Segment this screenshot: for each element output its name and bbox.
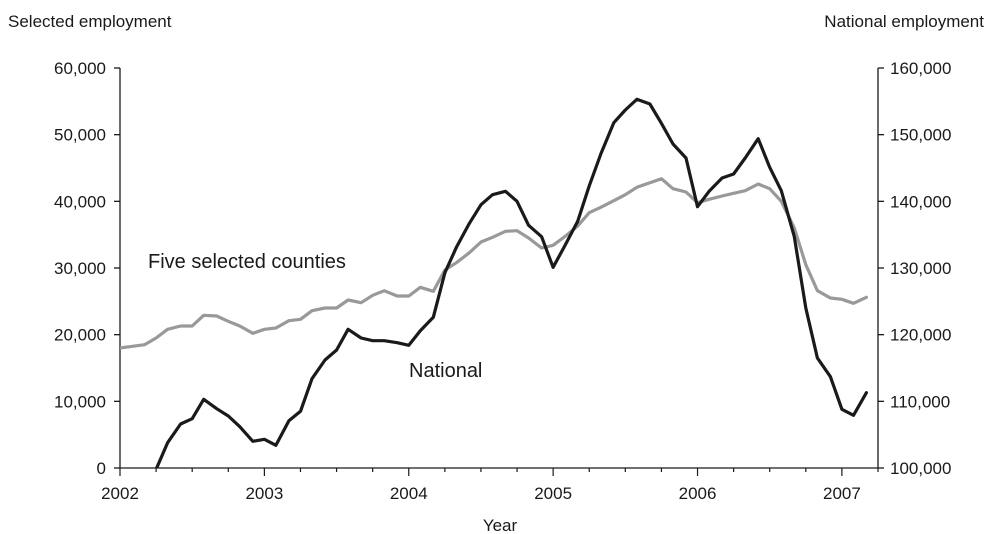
left-tick-label: 20,000 (54, 326, 106, 345)
national-series-line (154, 97, 869, 468)
series-layer (120, 97, 869, 468)
x-tick-label: 2003 (245, 484, 283, 503)
right-tick-label: 120,000 (890, 326, 951, 345)
left-tick-label: 10,000 (54, 392, 106, 411)
left-tick-label: 60,000 (54, 59, 106, 78)
right-tick-label: 100,000 (890, 459, 951, 478)
left-tick-label: 0 (97, 459, 106, 478)
x-axis-ticks: 2002 2003 2004 2005 2006 2007 (101, 468, 879, 503)
left-axis-title: Selected employment (8, 12, 172, 31)
x-tick-label: 2004 (390, 484, 428, 503)
right-axis-title: National employment (824, 12, 984, 31)
left-axis-ticks: 0 10,000 20,000 30,000 40,000 50,000 60,000 (54, 59, 120, 478)
right-tick-label: 140,000 (890, 192, 951, 211)
x-tick-label: 2006 (679, 484, 717, 503)
left-tick-label: 50,000 (54, 126, 106, 145)
right-tick-label: 160,000 (890, 59, 951, 78)
x-tick-label: 2005 (534, 484, 572, 503)
five-counties-series-line (120, 177, 869, 350)
x-tick-label: 2002 (101, 484, 139, 503)
left-tick-label: 40,000 (54, 192, 106, 211)
series-label-national: National (409, 360, 482, 382)
left-tick-label: 30,000 (54, 259, 106, 278)
right-tick-label: 110,000 (890, 392, 950, 411)
right-tick-label: 130,000 (890, 259, 951, 278)
right-tick-label: 150,000 (890, 126, 951, 145)
x-tick-label: 2007 (823, 484, 861, 503)
x-axis-title: Year (483, 516, 518, 534)
right-axis-ticks: 100,000 110,000 120,000 130,000 140,000 150,0… (878, 59, 951, 478)
series-label-five-counties: Five selected counties (148, 251, 346, 273)
